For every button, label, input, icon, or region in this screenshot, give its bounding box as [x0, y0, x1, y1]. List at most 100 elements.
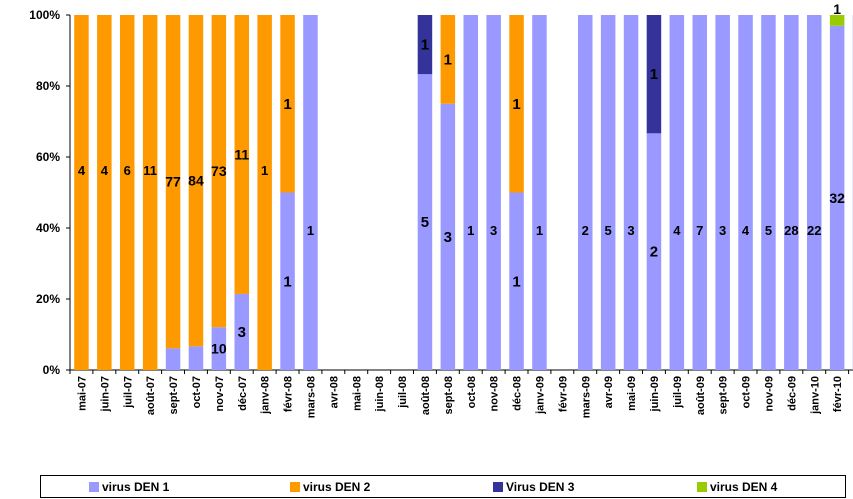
x-tick-label: oct-09 — [741, 376, 753, 408]
bar-segment — [165, 348, 181, 370]
x-tick-label: mai-09 — [626, 376, 638, 411]
y-tick-label: 80% — [36, 79, 60, 93]
legend-item-den4: virus DEN 4 — [697, 480, 777, 494]
data-label: 1 — [512, 273, 520, 290]
data-label: 1 — [283, 273, 291, 290]
data-label: 4 — [742, 223, 750, 238]
bar-segment — [829, 25, 845, 371]
data-label: 10 — [211, 341, 227, 357]
bar-segment — [142, 15, 158, 370]
data-label: 2 — [650, 244, 658, 261]
data-label: 5 — [421, 214, 429, 231]
bar-segment — [623, 15, 639, 370]
x-tick-label: janv-10 — [809, 376, 821, 415]
bar-segment — [692, 15, 707, 370]
bar-segment — [829, 15, 845, 26]
x-tick-label: janv-09 — [534, 376, 546, 415]
data-label: 3 — [490, 223, 497, 238]
x-tick-label: juin-07 — [99, 376, 111, 412]
x-tick-label: avr-08 — [328, 376, 340, 408]
bar-segment — [417, 74, 433, 371]
x-tick-label: oct-07 — [191, 376, 203, 408]
x-tick-label: juil-09 — [672, 376, 684, 409]
bar-segment — [257, 15, 272, 370]
data-label: 1 — [467, 223, 474, 238]
bar-segment — [463, 15, 478, 370]
x-tick-label: mai-07 — [76, 376, 88, 411]
data-label: 32 — [829, 190, 845, 206]
legend-label-den3: Virus DEN 3 — [506, 480, 575, 494]
y-tick-label: 60% — [36, 150, 60, 164]
bar-segment — [234, 15, 249, 294]
stacked-percent-bar-chart: 0% 20% 40% 60% 80% 100% mai-07 4 juin-07 4 juil-07… — [29, 1, 853, 418]
y-tick-label: 0% — [43, 363, 61, 377]
x-tick-label: févr-09 — [557, 376, 569, 412]
x-tick-label: juil-07 — [122, 376, 134, 409]
data-label: 22 — [807, 223, 821, 238]
data-label: 4 — [101, 163, 109, 178]
bar-segment — [303, 15, 318, 370]
data-label: 1 — [261, 163, 268, 178]
bar-segment — [578, 15, 593, 370]
bar-segment — [807, 15, 822, 370]
x-tick-label: oct-08 — [466, 376, 478, 408]
legend-item-den2: virus DEN 2 — [290, 480, 370, 494]
bar-segment — [211, 327, 227, 370]
bar-segment — [715, 15, 730, 370]
bar-segment — [165, 15, 181, 349]
data-label: 1 — [307, 223, 314, 238]
data-label: 1 — [536, 223, 543, 238]
bar-segment — [74, 15, 89, 370]
x-tick-label: nov-09 — [763, 376, 775, 411]
bar-segment — [646, 15, 662, 134]
bar-segment — [417, 15, 433, 75]
data-label: 2 — [582, 223, 589, 238]
data-label: 77 — [165, 174, 181, 190]
y-tick-label: 100% — [29, 8, 60, 22]
legend-swatch-den1 — [89, 482, 99, 492]
bar-segment — [532, 15, 547, 370]
data-label: 1 — [421, 37, 429, 54]
legend-swatch-den3 — [493, 482, 503, 492]
data-label: 6 — [124, 163, 131, 178]
x-tick-label: févr-08 — [283, 376, 295, 412]
x-tick-label: nov-08 — [489, 376, 501, 411]
bar-segment — [97, 15, 112, 370]
data-label: 1 — [444, 51, 452, 68]
data-label: 11 — [143, 163, 157, 178]
x-tick-label: sept-09 — [718, 376, 730, 415]
x-tick-label: mars-08 — [305, 376, 317, 418]
x-tick-label: avr-09 — [603, 376, 615, 408]
data-label: 1 — [833, 1, 841, 17]
data-label: 84 — [188, 173, 204, 189]
x-tick-label: nov-07 — [214, 376, 226, 411]
data-label: 1 — [650, 66, 658, 83]
bar-segment — [440, 103, 456, 370]
x-tick-label: août-08 — [420, 376, 432, 415]
y-tick-label: 20% — [36, 292, 60, 306]
data-label: 28 — [784, 223, 798, 238]
bar-segment — [486, 15, 501, 370]
x-tick-label: juil-08 — [397, 376, 409, 409]
x-tick-label: août-07 — [145, 376, 157, 415]
x-tick-label: févr-10 — [832, 376, 844, 412]
legend-item-den3: Virus DEN 3 — [493, 480, 574, 494]
x-tick-label: mai-08 — [351, 376, 363, 411]
data-label: 3 — [719, 223, 726, 238]
legend-swatch-den4 — [697, 482, 707, 492]
legend-item-den1: virus DEN 1 — [89, 480, 169, 494]
legend-swatch-den2 — [290, 482, 300, 492]
bar-segment — [188, 346, 204, 370]
x-tick-label: déc-09 — [786, 376, 798, 411]
x-tick-label: juin-08 — [374, 376, 386, 412]
data-label: 5 — [765, 223, 772, 238]
legend-label-den2: virus DEN 2 — [303, 480, 371, 494]
data-label: 5 — [605, 223, 612, 238]
x-tick-label: juin-09 — [649, 376, 661, 412]
bar-segment — [211, 15, 227, 328]
legend-label-den4: virus DEN 4 — [710, 480, 778, 494]
bar-segment — [280, 192, 295, 370]
bar-segment — [646, 133, 662, 370]
legend-label-den1: virus DEN 1 — [102, 480, 170, 494]
data-label: 3 — [627, 223, 634, 238]
